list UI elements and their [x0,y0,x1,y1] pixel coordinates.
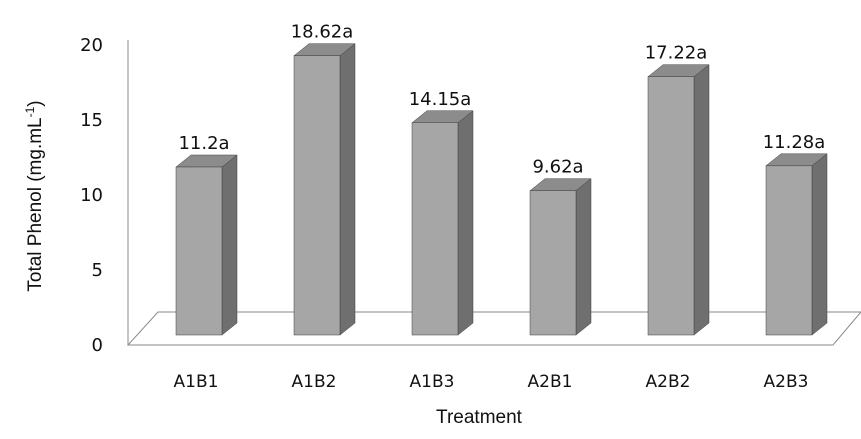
y-axis-title-close: ) [25,100,46,106]
bar [765,165,813,336]
y-tick-label: 0 [92,335,103,356]
x-category-label: A2B1 [528,372,573,392]
data-label: 11.28a [763,132,826,153]
bar-side [811,153,828,336]
data-label: 9.62a [532,157,583,178]
chart-floor [126,311,861,346]
x-category-label: A2B3 [764,372,809,392]
y-tick-label: 5 [92,260,103,281]
x-category-label: A1B2 [292,372,337,392]
bar-side [457,110,474,336]
x-axis-title: Treatment [436,407,523,428]
y-axis-title-superscript: -1 [23,106,37,117]
data-label: 18.62a [291,22,354,43]
bar-side [339,43,356,336]
y-tick-label: 20 [80,35,103,56]
data-label: 14.15a [409,89,472,110]
y-axis-title: Total Phenol (mg.mL-1) [23,100,46,291]
data-label: 11.2a [178,133,229,154]
bar [647,76,695,336]
bar-side [575,178,592,336]
x-category-label: A1B1 [174,372,219,392]
y-axis-title-main: Total Phenol (mg.mL [25,117,46,291]
bar [175,166,223,336]
y-tick-label: 10 [80,185,103,206]
bar-side [221,154,238,336]
x-category-label: A2B2 [646,372,691,392]
bar [529,190,577,336]
bar [293,55,341,336]
y-tick-label: 15 [80,110,103,131]
bar-side [693,64,710,336]
data-label: 17.22a [645,43,708,64]
x-category-label: A1B3 [410,372,455,392]
bar [411,122,459,336]
